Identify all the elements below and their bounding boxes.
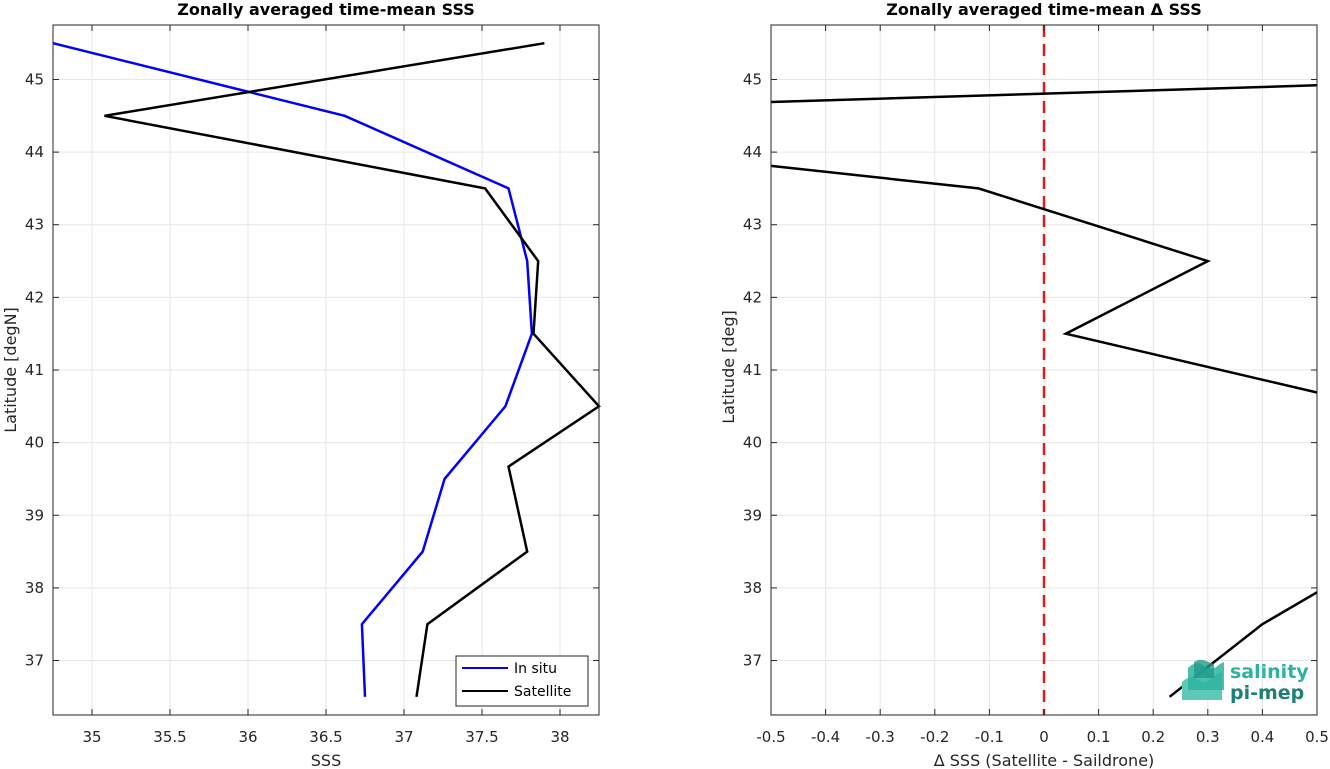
x-tick-label: -0.3: [866, 728, 895, 746]
x-tick-label: 0.3: [1196, 728, 1220, 746]
left-x-axis-label: SSS: [311, 751, 341, 769]
x-tick-label: 0.2: [1141, 728, 1165, 746]
logo-wave-icon: [1182, 659, 1224, 700]
right-panel: -0.5 -0.4 -0.3 -0.2 -0.1 0 0.1 0.2 0.3 0.4 0.5 37 38…: [719, 0, 1329, 769]
y-tick-label: 37: [743, 652, 762, 670]
x-tick-label: 37.5: [465, 728, 498, 746]
x-tick-label: 0.5: [1305, 728, 1329, 746]
left-tick-marks: [53, 25, 599, 715]
y-tick-label: 41: [743, 361, 762, 379]
right-tick-marks: [770, 25, 1318, 715]
x-tick-label: 36: [238, 728, 257, 746]
salinity-pi-mep-logo: salinity pi-mep: [1182, 659, 1309, 704]
y-tick-label: 37: [25, 652, 44, 670]
left-tick-labels: 35 35.5 36 36.5 37 37.5 38 37 38 39 40 41 42 43 44 45: [25, 70, 570, 746]
y-tick-label: 45: [25, 70, 44, 88]
y-tick-label: 39: [25, 506, 44, 524]
left-chart-title: Zonally averaged time-mean SSS: [177, 0, 475, 19]
legend-box: [455, 655, 589, 707]
y-tick-label: 39: [743, 506, 762, 524]
left-data-lines: [52, 41, 601, 697]
delta-sss-line-segment: [770, 164, 1318, 394]
x-tick-label: -0.5: [756, 728, 785, 746]
x-tick-label: -0.4: [811, 728, 840, 746]
y-tick-label: 42: [743, 288, 762, 306]
left-grid: [53, 25, 599, 715]
legend-label-satellite: Satellite: [514, 684, 571, 700]
x-tick-label: -0.1: [975, 728, 1004, 746]
delta-sss-line-segment: [770, 84, 1318, 104]
y-tick-label: 43: [743, 216, 762, 234]
y-tick-label: 40: [743, 434, 762, 452]
y-tick-label: 44: [25, 143, 44, 161]
right-tick-labels: -0.5 -0.4 -0.3 -0.2 -0.1 0 0.1 0.2 0.3 0.4 0.5 37 38…: [743, 70, 1329, 746]
left-panel: 35 35.5 36 36.5 37 37.5 38 37 38 39 40 41 42 43 44 45 Z…: [1, 0, 601, 769]
logo-text-pi-mep: pi-mep: [1230, 682, 1304, 704]
y-tick-label: 42: [25, 288, 44, 306]
y-tick-label: 38: [25, 579, 44, 597]
x-tick-label: 0.1: [1087, 728, 1111, 746]
x-tick-label: 0: [1039, 728, 1049, 746]
y-tick-label: 44: [743, 143, 762, 161]
series-line-in-situ: [52, 41, 534, 697]
series-line-satellite: [104, 41, 601, 697]
right-chart-title: Zonally averaged time-mean Δ SSS: [886, 0, 1202, 19]
right-y-axis-label: Latitude [deg]: [719, 310, 738, 424]
left-y-axis-label: Latitude [degN]: [1, 307, 20, 433]
logo-text-salinity: salinity: [1230, 661, 1309, 683]
y-tick-label: 40: [25, 434, 44, 452]
y-tick-label: 41: [25, 361, 44, 379]
y-tick-label: 43: [25, 216, 44, 234]
legend-label-in-situ: In situ: [514, 661, 557, 677]
legend: In situ Satellite: [455, 655, 589, 707]
right-x-axis-label: Δ SSS (Satellite - Saildrone): [934, 751, 1155, 769]
x-tick-label: 36.5: [309, 728, 342, 746]
x-tick-label: -0.2: [920, 728, 949, 746]
y-tick-label: 38: [743, 579, 762, 597]
x-tick-label: 35: [82, 728, 101, 746]
x-tick-label: 0.4: [1250, 728, 1274, 746]
y-tick-label: 45: [743, 70, 762, 88]
x-tick-label: 37: [394, 728, 413, 746]
x-tick-label: 35.5: [153, 728, 186, 746]
x-tick-label: 38: [550, 728, 569, 746]
